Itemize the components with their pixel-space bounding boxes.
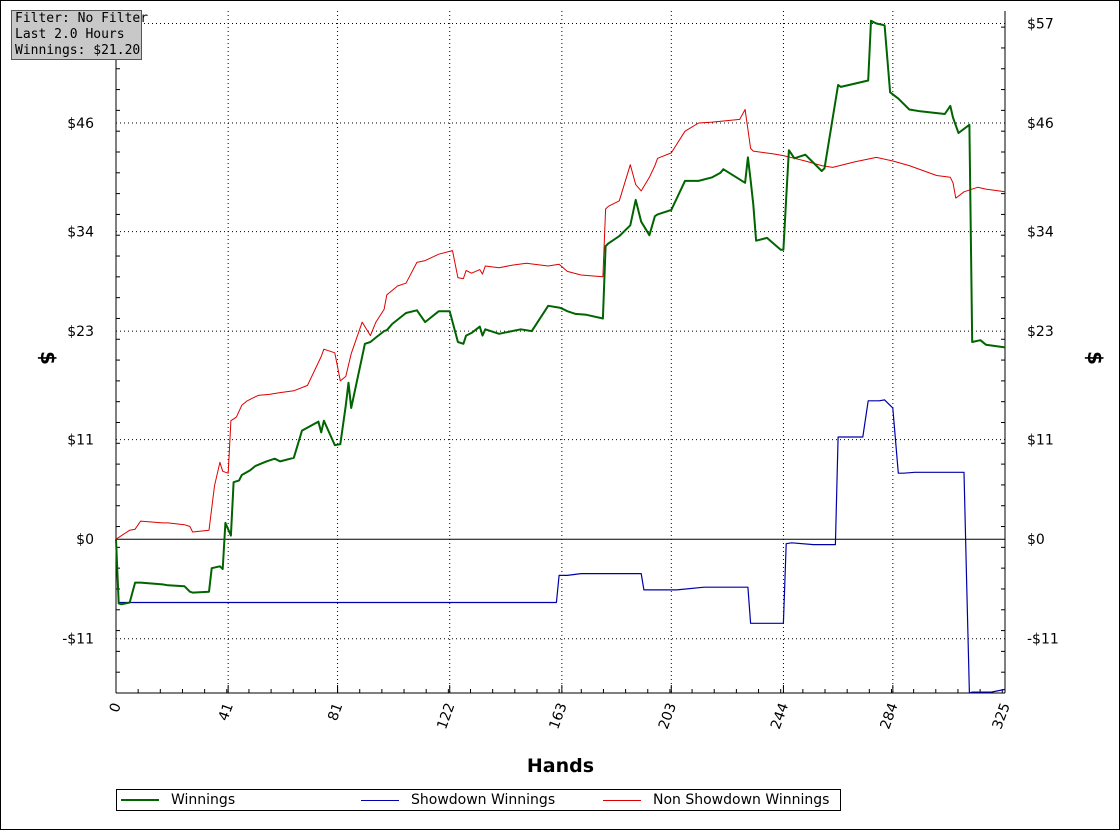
filter-text: Filter: No Filter [15,11,149,26]
series-non-showdown [115,109,1006,540]
legend-item-showdown: Showdown Winnings [361,790,555,810]
y-tick-label-left: $46 [67,116,94,132]
legend-swatch-non-showdown [603,799,641,801]
label-layer: $57$57$46$46$34$34$23$23$11$11$0$0-$11-$… [36,17,1107,777]
y-tick-label-right: $46 [1027,116,1054,132]
series-winnings [115,19,1006,606]
y-axis-title-left: $ [36,351,60,365]
legend-label-non-showdown: Non Showdown Winnings [653,792,830,808]
y-tick-label-right: $57 [1027,17,1054,33]
x-tick-label: 163 [546,701,570,732]
grid-layer [116,11,1005,693]
x-tick-label: 81 [325,701,346,723]
series-showdown [115,399,1006,694]
x-tick-label: 284 [877,701,901,732]
x-tick-label: 203 [656,701,680,732]
y-axis-title-right: $ [1083,351,1107,365]
winnings-summary: Winnings: $21.20 [15,43,141,58]
y-tick-label-right: $34 [1027,225,1054,241]
legend-item-non-showdown: Non Showdown Winnings [603,790,829,810]
y-tick-label-right: $23 [1027,324,1054,340]
axis-layer [115,11,1006,694]
legend-swatch-winnings [121,799,159,801]
filter-info-box: Filter: No Filter Last 2.0 Hours Winning… [11,10,149,60]
series-layer [115,19,1006,694]
period-text: Last 2.0 Hours [15,27,125,42]
legend-item-winnings: Winnings [121,790,235,810]
x-axis-title: Hands [527,755,594,777]
legend-label-winnings: Winnings [171,792,236,808]
y-tick-label-left: $11 [67,433,94,449]
legend-swatch-showdown [361,799,399,801]
y-tick-label-left: -$11 [62,632,94,648]
x-tick-label: 0 [107,701,125,715]
y-tick-label-left: $23 [67,324,94,340]
y-tick-label-right: $11 [1027,433,1054,449]
y-tick-label-left: $34 [67,225,94,241]
y-tick-label-right: -$11 [1027,632,1059,648]
legend-label-showdown: Showdown Winnings [411,792,556,808]
x-tick-label: 122 [434,701,458,732]
y-tick-label-left: $0 [76,532,94,548]
x-tick-label: 244 [768,701,792,732]
x-tick-label: 41 [216,701,237,723]
x-tick-label: 325 [990,701,1014,732]
y-tick-label-right: $0 [1027,532,1045,548]
chart-legend: Winnings Showdown Winnings Non Showdown … [116,789,841,811]
